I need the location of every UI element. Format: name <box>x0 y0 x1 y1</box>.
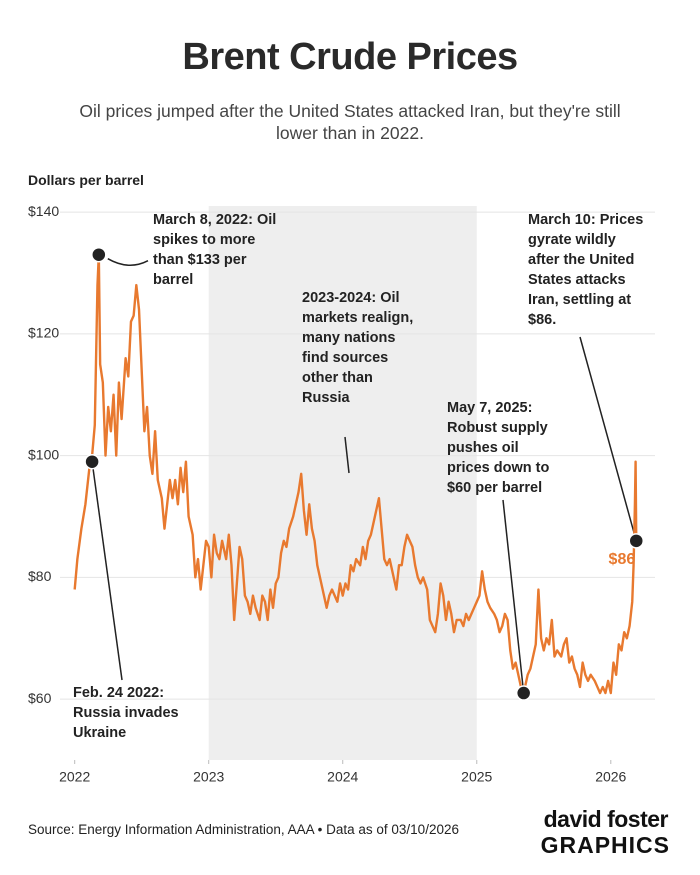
y-tick-label: $140 <box>28 203 59 219</box>
annotation: Feb. 24 2022: Russia invades Ukraine <box>73 685 179 741</box>
annotation: May 7, 2025: Robust supply pushes oil pr… <box>447 400 550 496</box>
annotation: March 10: Prices gyrate wildly after the… <box>528 212 644 328</box>
x-tick-label: 2024 <box>327 769 358 785</box>
annotation-connector <box>344 436 350 474</box>
price-line <box>73 253 638 695</box>
annotation-connector <box>91 461 123 681</box>
y-tick-label: $80 <box>28 568 52 584</box>
logo: GRAPHICS <box>540 832 670 858</box>
source-note: Source: Energy Information Administratio… <box>28 822 459 837</box>
x-tick-label: 2026 <box>595 769 626 785</box>
chart-subtitle: Oil prices jumped after the United State… <box>79 101 621 143</box>
annotation-connector <box>502 499 525 694</box>
chart-title: Brent Crude Prices <box>182 36 518 78</box>
annotation-connector <box>579 336 637 542</box>
annotation-dot <box>84 453 100 470</box>
y-tick-label: $60 <box>28 690 52 706</box>
x-tick-label: 2022 <box>59 769 90 785</box>
annotation-dot <box>515 685 532 701</box>
x-tick-label: 2025 <box>461 769 492 785</box>
shaded-period <box>208 206 477 760</box>
annotation-dot <box>91 246 107 263</box>
logo: david foster <box>543 806 669 832</box>
y-tick-label: $100 <box>28 446 59 462</box>
end-value-label: $86 <box>609 551 636 568</box>
annotation-dot <box>628 533 645 549</box>
y-axis-label: Dollars per barrel <box>28 172 144 188</box>
annotation-connector <box>107 258 149 266</box>
y-tick-label: $120 <box>28 325 59 341</box>
annotation: March 8, 2022: Oil spikes to more than $… <box>153 212 277 288</box>
x-tick-label: 2023 <box>193 769 224 785</box>
annotation: 2023-2024: Oil markets realign, many nat… <box>302 290 414 406</box>
